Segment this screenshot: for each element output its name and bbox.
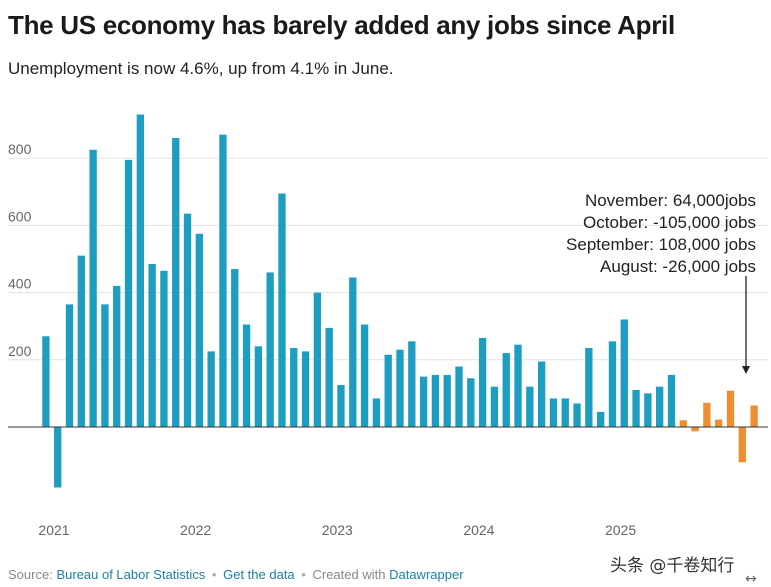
bar — [703, 402, 711, 427]
bar — [443, 374, 451, 427]
bar — [183, 213, 192, 427]
chart-subtitle: Unemployment is now 4.6%, up from 4.1% i… — [8, 59, 394, 78]
bar — [219, 134, 227, 427]
y-tick-label: 800 — [8, 141, 32, 157]
source-label: Source: — [8, 567, 53, 582]
bar — [644, 393, 652, 427]
bar — [490, 386, 499, 427]
bar — [372, 398, 381, 427]
y-tick-label: 200 — [8, 343, 32, 359]
axes: 200 400 600 800 2021 2022 2023 2024 2025 — [8, 141, 768, 538]
annotation-line: September: 108,000 jobs — [566, 235, 756, 254]
bar — [715, 419, 723, 427]
bar — [419, 376, 428, 427]
bar — [537, 361, 546, 427]
bar — [738, 427, 746, 463]
bars — [42, 114, 758, 488]
source-link[interactable]: Bureau of Labor Statistics — [56, 567, 206, 582]
bar — [172, 138, 180, 428]
annotation-line: August: -26,000 jobs — [600, 257, 756, 276]
bar — [65, 304, 74, 427]
bar — [242, 324, 251, 427]
bar — [89, 149, 97, 428]
annotation: November: 64,000jobs October: -105,000 jo… — [566, 191, 756, 374]
bar — [478, 337, 487, 427]
bar — [266, 272, 274, 427]
bar — [113, 285, 121, 427]
bar — [573, 403, 581, 427]
x-tick-label: 2024 — [463, 522, 494, 538]
bar — [148, 264, 156, 427]
bar — [313, 292, 322, 427]
bar — [431, 374, 440, 427]
bar — [691, 427, 699, 432]
bar — [136, 114, 144, 428]
bar — [608, 341, 617, 427]
get-data-link[interactable]: Get the data — [223, 567, 295, 582]
bar — [54, 427, 62, 488]
created-with-label: Created with — [312, 567, 386, 582]
footer: Source: Bureau of Labor Statistics • Get… — [8, 567, 464, 582]
bar — [254, 346, 263, 427]
bar — [384, 354, 392, 427]
x-tick-label: 2023 — [322, 522, 353, 538]
bar — [124, 159, 133, 427]
bar — [726, 390, 735, 427]
bar — [455, 366, 463, 427]
annotation-arrowhead — [742, 366, 750, 374]
separator: • — [301, 567, 306, 582]
bar — [408, 341, 416, 427]
x-tick-label: 2021 — [38, 522, 69, 538]
bar — [667, 374, 676, 427]
bar — [290, 348, 298, 427]
bar — [514, 344, 522, 427]
y-tick-label: 400 — [8, 276, 32, 292]
bar — [101, 304, 109, 427]
bar — [77, 255, 85, 427]
bar-chart: 200 400 600 800 2021 2022 2023 2024 2025 Novembe… — [8, 114, 768, 538]
chart-title: The US economy has barely added any jobs… — [8, 10, 675, 40]
bar — [231, 269, 239, 427]
datawrapper-link[interactable]: Datawrapper — [389, 567, 464, 582]
x-tick-label: 2025 — [605, 522, 636, 538]
bar — [396, 349, 404, 427]
bar — [278, 193, 286, 427]
separator: • — [211, 567, 217, 582]
bar — [620, 319, 628, 427]
expand-icon[interactable]: ↔ — [745, 571, 757, 587]
bar — [195, 233, 204, 427]
bar — [207, 351, 215, 427]
y-tick-label: 600 — [8, 208, 32, 224]
bar — [42, 336, 50, 427]
bar — [656, 386, 664, 427]
bar — [561, 398, 569, 427]
annotation-line: November: 64,000jobs — [585, 191, 756, 210]
annotation-line: October: -105,000 jobs — [583, 213, 756, 232]
bar — [632, 390, 640, 427]
x-tick-label: 2022 — [180, 522, 211, 538]
bar — [526, 386, 534, 427]
bar — [301, 351, 310, 427]
bar — [337, 385, 345, 427]
bar — [585, 348, 593, 427]
bar — [467, 378, 475, 427]
bar — [750, 405, 758, 427]
bar — [597, 411, 605, 427]
bar — [360, 324, 369, 427]
bar — [160, 270, 168, 427]
bar — [349, 277, 357, 427]
watermark: 头条 @千卷知行 — [610, 556, 735, 576]
bar — [549, 398, 558, 427]
bar — [679, 420, 687, 427]
bar — [502, 353, 510, 427]
bar — [325, 327, 333, 427]
